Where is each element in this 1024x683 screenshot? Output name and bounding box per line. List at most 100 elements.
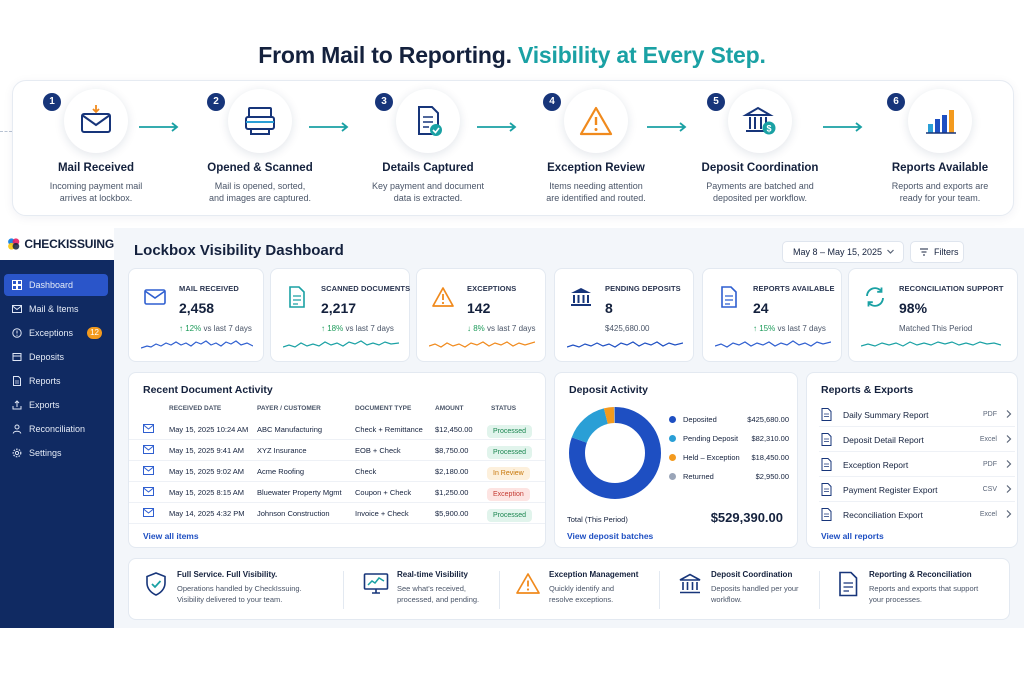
report-item-deposit-detail[interactable]: Deposit Detail Report Excel (819, 428, 1015, 452)
sidebar-item-dashboard[interactable]: Dashboard (4, 274, 108, 296)
chevron-right-icon (1005, 484, 1013, 496)
step-description: Incoming payment mail arrives at lockbox. (49, 181, 143, 203)
envelope-icon (143, 487, 154, 498)
feature-description: Quickly identify and resolve exceptions. (549, 584, 615, 604)
kpi-trend: ↑ 15% vs last 7 days (753, 324, 826, 333)
headline-part-b: Visibility at Every Step. (518, 42, 766, 68)
feature-description: Reports and exports that support your pr… (869, 584, 979, 604)
kpi-card-pending-deposits[interactable]: PENDING DEPOSITS 8 $425,680.00 (554, 268, 694, 362)
step-description: Mail is opened, sorted, and images are ca… (208, 181, 312, 203)
sidebar-item-deposits[interactable]: Deposits (4, 346, 108, 368)
envelope-icon (143, 445, 154, 456)
cell-type: Invoice + Check (355, 509, 409, 518)
column-header: STATUS (491, 405, 517, 412)
sidebar-item-label: Mail & Items (29, 304, 79, 314)
sidebar-item-exports[interactable]: Exports (4, 394, 108, 416)
cell-type: Coupon + Check (355, 488, 412, 497)
step-number: 4 (543, 93, 561, 111)
divider (659, 571, 660, 609)
sidebar-item-label: Exports (29, 400, 60, 410)
kpi-card-mail-received[interactable]: MAIL RECEIVED 2,458 ↑ 12% vs last 7 days (128, 268, 264, 362)
document-icon (821, 508, 832, 523)
step-title: Details Captured (382, 162, 474, 174)
date-range-picker[interactable]: May 8 – May 15, 2025 (782, 241, 904, 263)
step-title: Deposit Coordination (701, 162, 819, 174)
report-icon (717, 285, 741, 309)
cell-type: Check + Remittance (355, 425, 423, 434)
brand-mark-icon (8, 238, 20, 250)
legend-swatch (669, 473, 676, 480)
status-badge: Processed (487, 446, 533, 459)
cell-date: May 15, 2025 8:15 AM (169, 488, 245, 497)
cell-date: May 15, 2025 9:41 AM (169, 446, 245, 455)
kpi-label: MAIL RECEIVED (179, 284, 239, 293)
sidebar-item-exceptions[interactable]: Exceptions 12 (4, 322, 108, 344)
process-step-reports-available: 6 Reports Available Reports and exports … (865, 89, 1015, 204)
deposit-icon (12, 352, 22, 362)
deposit-donut-chart (569, 407, 661, 499)
cell-payer: Bluewater Property Mgmt (257, 488, 342, 497)
document-icon (821, 483, 832, 498)
step-title: Reports Available (891, 162, 989, 174)
table-row[interactable]: May 15, 2025 9:41 AM XYZ Insurance EOB +… (129, 440, 545, 461)
filter-icon (920, 248, 928, 256)
divider (819, 571, 820, 609)
process-step-mail-received: 1 Mail Received Incoming payment mail arr… (21, 89, 171, 204)
sidebar-item-label: Exceptions (29, 328, 74, 338)
status-badge: Exception (487, 488, 530, 501)
document-icon (821, 408, 832, 423)
kpi-card-reports-available[interactable]: REPORTS AVAILABLE 24 ↑ 15% vs last 7 day… (702, 268, 842, 362)
cell-amount: $8,750.00 (435, 446, 469, 455)
feature-title: Real-time Visibility (397, 570, 468, 579)
report-name: Reconciliation Export (843, 510, 923, 520)
kpi-card-exceptions[interactable]: EXCEPTIONS 142 ↓ 8% vs last 7 days (416, 268, 546, 362)
sidebar-item-settings[interactable]: Settings (4, 442, 108, 464)
panel-title: Deposit Activity (569, 384, 648, 396)
table-row[interactable]: May 15, 2025 10:24 AM ABC Manufacturing … (129, 419, 545, 440)
kpi-card-scanned-documents[interactable]: SCANNED DOCUMENTS 2,217 ↑ 18% vs last 7 … (270, 268, 410, 362)
step-description: Payments are batched and deposited per wo… (706, 181, 814, 203)
feature-title: Reporting & Reconciliation (869, 570, 972, 579)
report-format: Excel (979, 436, 997, 443)
arrow-right-icon (139, 122, 179, 132)
filters-button[interactable]: Filters (910, 241, 964, 263)
kpi-label: PENDING DEPOSITS (605, 284, 681, 293)
report-item-daily-summary[interactable]: Daily Summary Report PDF (819, 403, 1015, 427)
report-item-payment-register[interactable]: Payment Register Export CSV (819, 478, 1015, 502)
kpi-label: RECONCILIATION SUPPORT (899, 284, 1004, 293)
donut-slice-returned[interactable] (569, 407, 661, 499)
sidebar-item-reconciliation[interactable]: Reconciliation (4, 418, 108, 440)
cell-amount: $5,900.00 (435, 509, 469, 518)
sidebar-item-label: Reports (29, 376, 61, 386)
view-all-reports-link[interactable]: View all reports (821, 531, 884, 541)
step-number: 2 (207, 93, 225, 111)
kpi-card-reconciliation-support[interactable]: RECONCILIATION SUPPORT 98% Matched This … (848, 268, 1018, 362)
report-item-reconciliation-export[interactable]: Reconciliation Export Excel (819, 503, 1015, 527)
bar-chart-icon (908, 89, 972, 153)
export-icon (12, 400, 22, 410)
table-row[interactable]: May 15, 2025 9:02 AM Acme Roofing Check … (129, 461, 545, 482)
report-item-exception[interactable]: Exception Report PDF (819, 453, 1015, 477)
document-icon (835, 571, 861, 597)
step-description: Key payment and document data is extracte… (371, 181, 485, 203)
step-title: Opened & Scanned (207, 162, 313, 174)
view-deposit-batches-link[interactable]: View deposit batches (567, 531, 654, 541)
cell-amount: $12,450.00 (435, 425, 473, 434)
brand-name: CHECKISSUING (24, 237, 114, 251)
sidebar-item-mail-items[interactable]: Mail & Items (4, 298, 108, 320)
step-number: 5 (707, 93, 725, 111)
step-number: 1 (43, 93, 61, 111)
sidebar-item-reports[interactable]: Reports (4, 370, 108, 392)
mail-icon (12, 304, 22, 314)
brand-logo[interactable]: CHECKISSUING (0, 228, 114, 260)
arrow-right-icon (823, 122, 863, 132)
scanner-icon (228, 89, 292, 153)
legend-label: Returned (683, 472, 714, 481)
table-row[interactable]: May 15, 2025 8:15 AM Bluewater Property … (129, 482, 545, 503)
process-strip: 1 Mail Received Incoming payment mail arr… (12, 80, 1014, 216)
document-icon (285, 285, 309, 309)
kpi-value: 8 (605, 300, 613, 316)
shield-check-icon (143, 571, 169, 597)
view-all-items-link[interactable]: View all items (143, 531, 199, 541)
table-row[interactable]: May 14, 2025 4:32 PM Johnson Constructio… (129, 503, 545, 524)
